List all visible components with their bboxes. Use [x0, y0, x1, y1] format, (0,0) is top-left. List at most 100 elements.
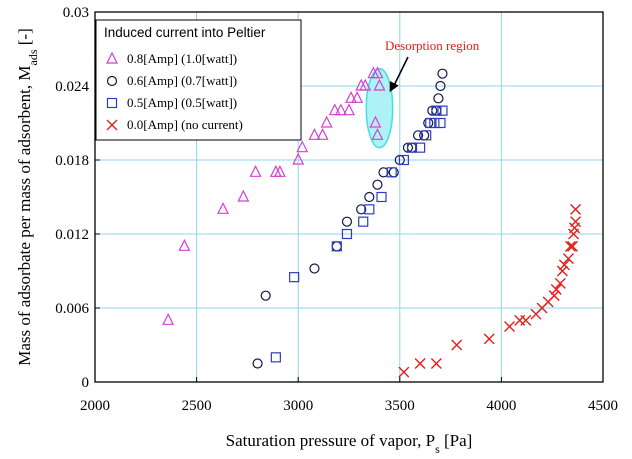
- point-circle: [437, 68, 448, 79]
- x-axis-label: Saturation pressure of vapor, Ps [Pa]: [226, 431, 473, 456]
- legend-marker-triangle: [106, 51, 118, 64]
- point-triangle: [273, 164, 286, 177]
- point-x: [483, 333, 495, 345]
- point-triangle: [237, 189, 250, 202]
- legend-marker-square: [106, 97, 118, 109]
- y-axis-label: Mass of adsorbate per mass of adsorbent,…: [15, 28, 40, 366]
- legend-entries: 0.8[Amp] (1.0[watt]) 0.6[Amp] (0.7[watt])…: [106, 51, 243, 132]
- point-square: [421, 130, 432, 141]
- point-triangle: [316, 127, 329, 140]
- point-square: [437, 105, 448, 116]
- point-triangle: [369, 115, 382, 128]
- point-square: [429, 117, 440, 129]
- x-tick-label: 2500: [182, 398, 212, 414]
- point-x: [548, 290, 560, 302]
- point-x: [564, 240, 576, 252]
- point-x: [567, 240, 579, 252]
- point-triangle: [162, 312, 175, 325]
- point-circle: [309, 263, 320, 274]
- desorption-region-label: Desorption region: [385, 38, 480, 53]
- point-x: [554, 277, 566, 289]
- point-triangle: [320, 115, 333, 128]
- legend-marker-x: [106, 119, 118, 131]
- desorption-region-ellipse: [365, 67, 394, 149]
- point-circle: [433, 93, 444, 104]
- y-tick-label: 0.006: [55, 301, 89, 317]
- x-axis-label-main: Saturation pressure of vapor, P: [226, 431, 435, 450]
- legend: Induced current into Peltier 0.8[Amp] (1…: [95, 19, 302, 141]
- point-square: [289, 272, 300, 283]
- legend-title: Induced current into Peltier: [104, 25, 266, 40]
- point-triangle: [359, 78, 372, 91]
- y-tick-label: 0.024: [55, 79, 89, 95]
- x-axis-label-subscript: s: [435, 442, 440, 456]
- point-triangle: [249, 164, 262, 177]
- point-triangle: [217, 201, 229, 214]
- plot-frame: [94, 11, 604, 383]
- legend-entry: 0.0[Amp] (no current): [106, 117, 243, 132]
- point-triangle: [334, 103, 347, 116]
- legend-label: 0.8[Amp] (1.0[watt]): [127, 51, 237, 66]
- point-x: [414, 358, 426, 369]
- legend-entry: 0.8[Amp] (1.0[watt]): [106, 51, 237, 66]
- point-square: [406, 142, 418, 153]
- point-square: [331, 241, 342, 252]
- point-x: [520, 314, 532, 326]
- legend-entry: 0.5[Amp] (0.5[watt]): [106, 95, 237, 110]
- point-circle: [364, 191, 375, 203]
- point-circle: [412, 130, 424, 141]
- point-triangle: [345, 90, 358, 103]
- point-square: [398, 154, 409, 166]
- legend-label: 0.6[Amp] (0.7[watt]): [127, 73, 237, 88]
- y-tick-label: 0.018: [55, 153, 89, 169]
- point-triangle: [328, 103, 341, 116]
- desorption-annotation: Desorption region: [365, 38, 480, 149]
- point-x: [562, 253, 574, 265]
- point-x: [398, 366, 410, 378]
- series-x: [398, 203, 582, 378]
- point-square: [431, 105, 442, 116]
- x-tick-label: 4500: [588, 398, 618, 414]
- x-tick-label: 3000: [283, 398, 313, 414]
- x-tick-label: 4000: [486, 398, 516, 414]
- point-triangle: [351, 90, 364, 103]
- point-x: [430, 358, 442, 369]
- y-axis-label-unit: [-]: [15, 28, 34, 49]
- point-triangle: [292, 152, 305, 165]
- point-circle: [378, 167, 389, 178]
- point-square: [341, 228, 353, 240]
- y-axis-label-main: Mass of adsorbate per mass of adsorbent,…: [15, 65, 34, 365]
- point-triangle: [343, 103, 355, 116]
- point-circle: [372, 179, 383, 190]
- point-square: [364, 204, 375, 215]
- point-circle: [260, 290, 271, 301]
- legend-label: 0.0[Amp] (no current): [127, 117, 243, 132]
- axis-ticks: 2000 2500 3000 3500 4000 4500 0 0.006 0.012 0.018…: [55, 5, 618, 414]
- y-tick-label: 0.012: [55, 227, 89, 243]
- point-circle: [252, 358, 263, 369]
- point-triangle: [308, 127, 321, 140]
- desorption-arrow: [392, 56, 409, 87]
- point-square: [270, 352, 281, 363]
- x-axis-label-unit: [Pa]: [440, 431, 473, 450]
- point-x: [570, 216, 582, 228]
- y-tick-label: 0.03: [63, 5, 89, 21]
- point-square: [386, 167, 397, 178]
- point-triangle: [178, 238, 191, 251]
- desorption-arrow-head: [389, 80, 399, 93]
- point-triangle: [371, 127, 384, 140]
- point-triangle: [371, 66, 384, 79]
- legend-entry: 0.6[Amp] (0.7[watt]): [106, 73, 237, 88]
- point-circle: [435, 80, 446, 92]
- point-x: [570, 203, 582, 215]
- point-circle: [423, 117, 434, 129]
- legend-marker-circle: [106, 75, 118, 87]
- y-axis-label-subscript: ads: [26, 49, 40, 65]
- point-circle: [419, 130, 430, 141]
- point-triangle: [373, 78, 386, 91]
- point-square: [376, 191, 387, 203]
- point-x: [451, 339, 463, 351]
- data-points: [162, 66, 582, 378]
